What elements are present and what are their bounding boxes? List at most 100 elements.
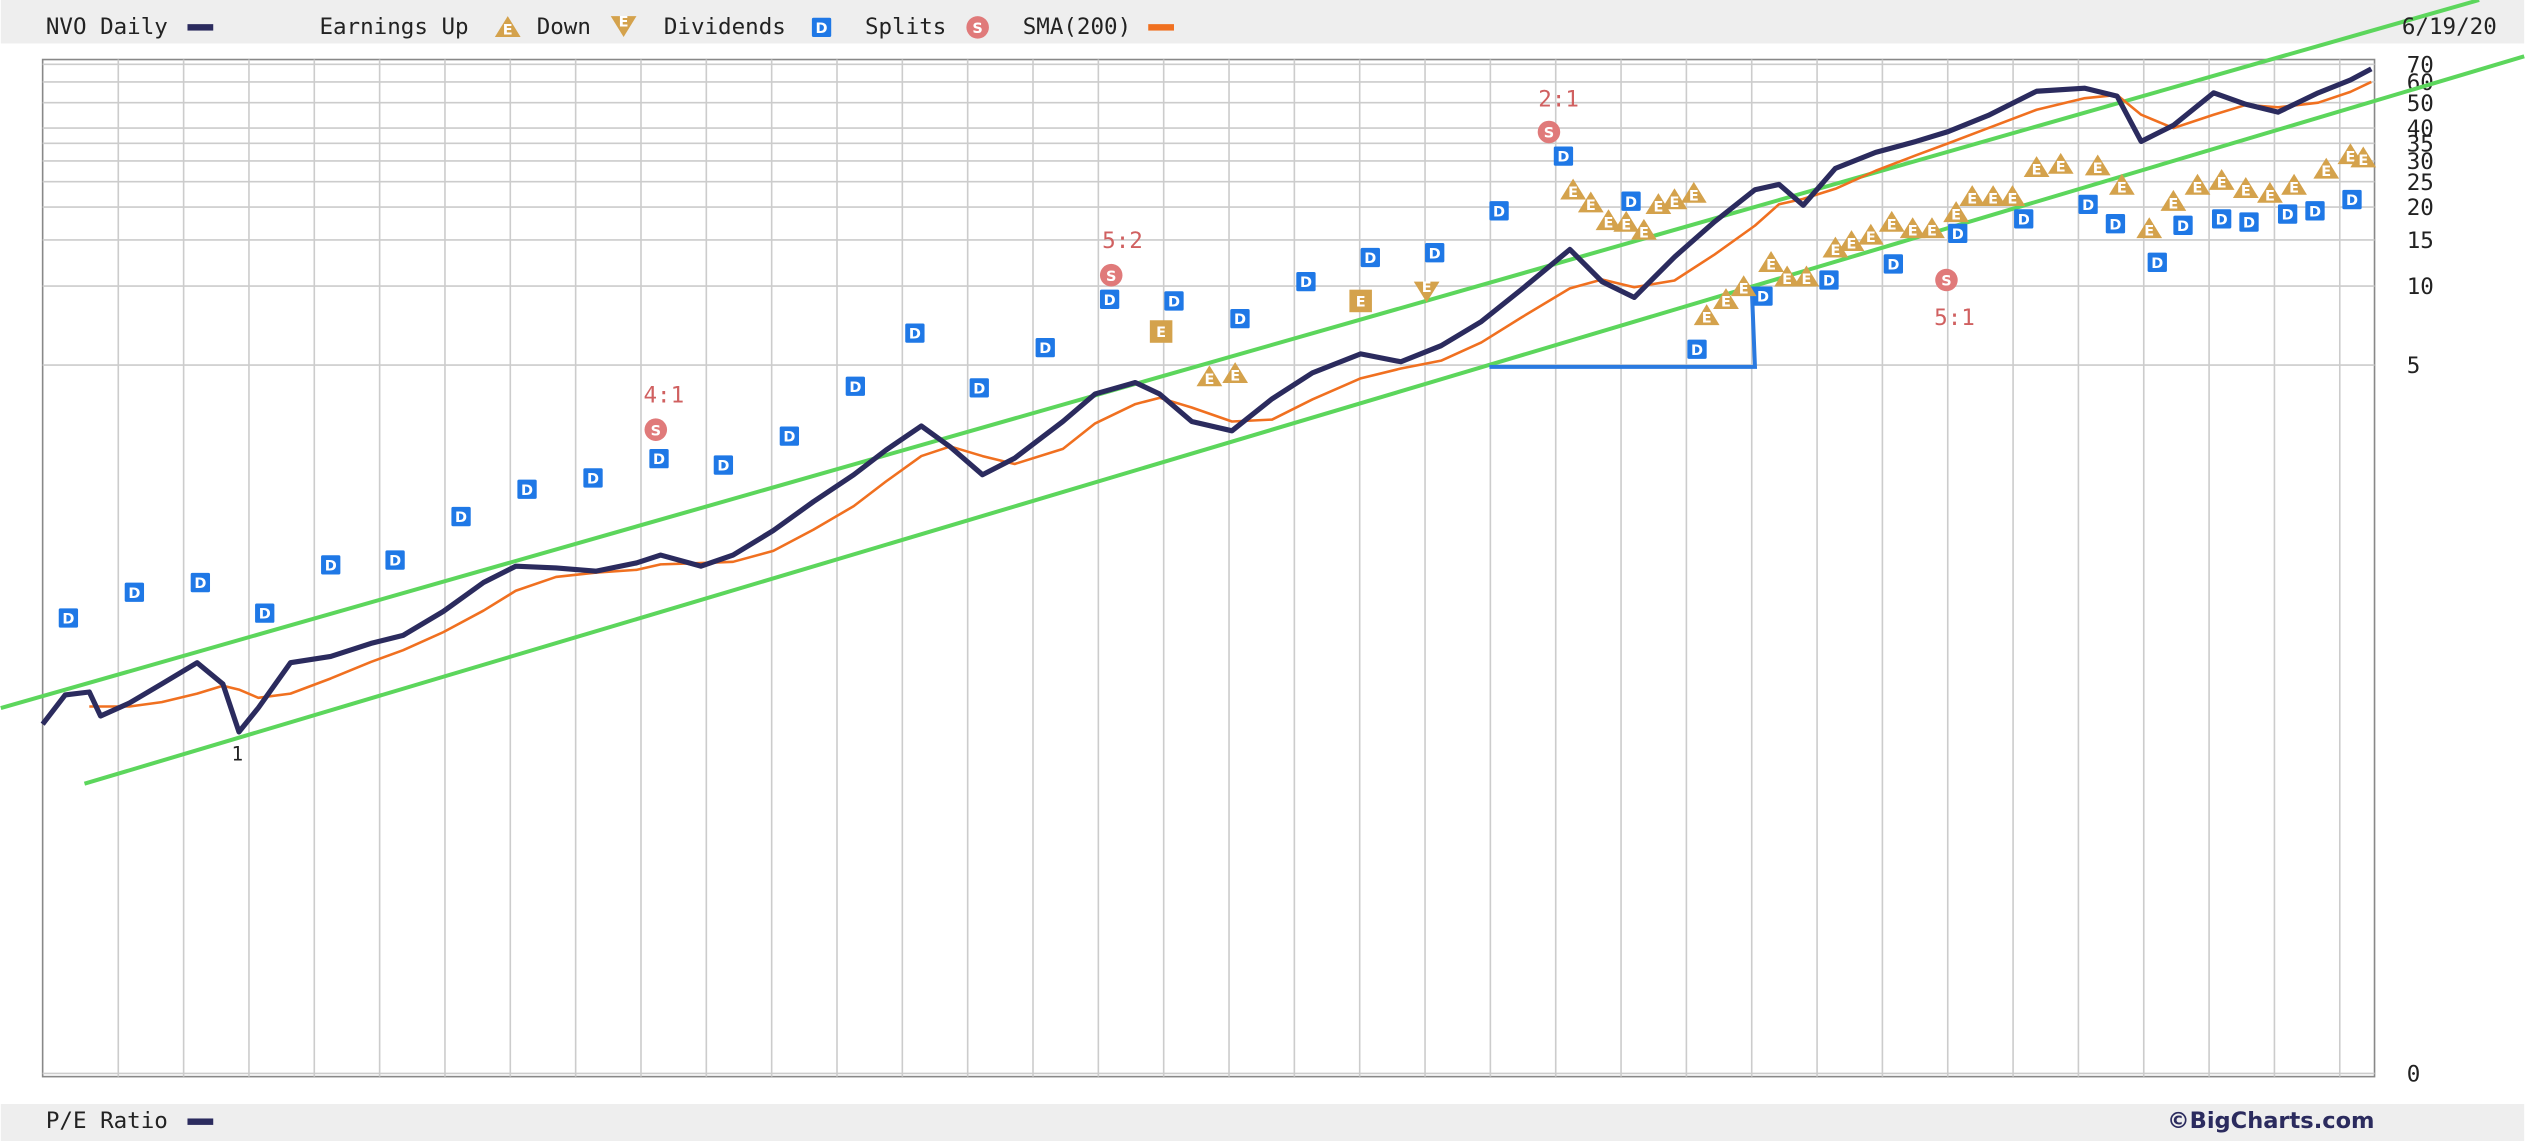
earnings-icon [1899,217,1926,239]
dividend-icon [1099,289,1120,309]
y-tick-label: 0 [2407,1062,2421,1088]
icon-letter: D [1300,275,1312,291]
overlay [0,0,2525,786]
icon-letter: D [1104,293,1116,309]
dividend-icon [2211,209,2232,229]
earnings-icon [1793,265,1820,287]
dividend-icon [811,17,832,38]
split-icon [966,16,989,39]
earnings-icon [1838,230,1865,252]
y-tick-label: 70 [2407,52,2434,78]
legend-swatch [187,1118,214,1125]
chart-title: NVO Daily [46,14,168,40]
split-icon [1537,120,1561,144]
legend-label: Down [537,14,591,40]
icon-letter: D [259,607,271,623]
earnings-icon [1857,223,1884,245]
icon-letter: S [1106,269,1116,285]
icon-letter: E [2032,163,2042,179]
icon-letter: E [1204,372,1214,388]
dividend-icon [1230,308,1250,329]
icon-letter: D [1168,295,1180,311]
icon-letter: E [503,23,513,39]
header-bar [0,0,2525,44]
icon-letter: E [1951,208,1961,224]
icon-letter: D [816,21,828,37]
date-label: 6/19/20 [2402,14,2497,40]
icon-letter: D [2082,198,2094,214]
icon-letter: D [2018,212,2030,228]
y-tick-label: 30 [2407,149,2434,175]
icon-letter: S [972,21,982,37]
dividend-icon [321,555,341,575]
icon-letter: E [1702,311,1712,327]
icon-letter: E [1847,237,1857,253]
icon-letter: D [194,576,206,592]
icon-letter: S [651,423,661,439]
footer-bar [0,1103,2525,1141]
icon-letter: D [455,510,467,526]
series-line [89,80,2372,708]
trend-line [83,54,2525,786]
annotation: 1 [232,742,244,765]
icon-letter: E [2265,188,2275,204]
lines [40,66,2373,735]
dividend-icon [2014,209,2034,229]
icon-letter: E [1721,295,1731,311]
earnings-icon [1577,191,1604,213]
icon-letter: E [2144,224,2154,240]
icon-letter: D [62,612,74,628]
icon-letter: D [2243,216,2255,232]
dividend-icon [2342,189,2362,210]
earnings-icon [1919,217,1945,239]
dividend-icon [1035,337,1055,358]
trend-line [0,0,2480,711]
dividend-icon [124,582,145,602]
split-icon [1099,263,1123,287]
dividend-icon [1164,291,1184,311]
icon-letter: D [521,483,533,499]
earnings-icon [1999,185,2026,206]
event-icons: D D D D D D D D D D D D D D D D D D D D D D D D D D D D D D D D D D D D D D D D… [58,15,2377,765]
earnings-icon [1349,289,1372,313]
earnings-icon [2160,189,2187,211]
icon-letter: D [2346,193,2358,209]
earnings-icon [1222,362,1249,384]
dividend-icon [583,468,603,488]
earnings-icon [1693,304,1720,326]
dividend-icon [1296,271,1316,292]
y-tick-label: 35 [2407,131,2434,157]
y-tick-label: 5 [2407,353,2421,379]
icon-letter: D [1429,246,1441,262]
icon-letter: S [1941,274,1951,290]
icon-letter: E [1927,224,1937,240]
earnings-icon [2350,146,2377,168]
dividend-icon [2105,214,2126,234]
icon-letter: D [1887,258,1899,274]
earnings-icon [1822,236,1849,258]
icon-letter: E [2117,180,2127,196]
dividend-icon [779,426,800,446]
earnings-icon [1959,185,1986,206]
icon-letter: E [1156,325,1166,341]
icon-letter: E [1422,280,1432,296]
y-tick-label: 20 [2407,195,2434,221]
legend: NVO Daily Earnings Up Down Dividends Spl… [46,14,2497,1134]
icon-letter: D [1691,343,1703,359]
icon-letter: E [1604,216,1614,232]
icon-letter: E [1782,272,1792,288]
earnings-icon [1943,201,1969,223]
dividend-icon [2173,215,2193,235]
icon-letter: D [2151,256,2163,272]
icon-letter: E [1653,200,1663,216]
icon-letter: D [653,452,665,468]
dividend-icon [1553,146,1574,166]
dividend-icon [2147,252,2167,272]
icon-letter: D [1234,312,1246,328]
icon-letter: E [1356,295,1366,311]
icon-letter: E [2289,180,2299,196]
icon-letter: D [1952,227,1964,243]
dividend-icon [1489,201,1509,221]
credit: ©BigCharts.com [2167,1108,2374,1134]
